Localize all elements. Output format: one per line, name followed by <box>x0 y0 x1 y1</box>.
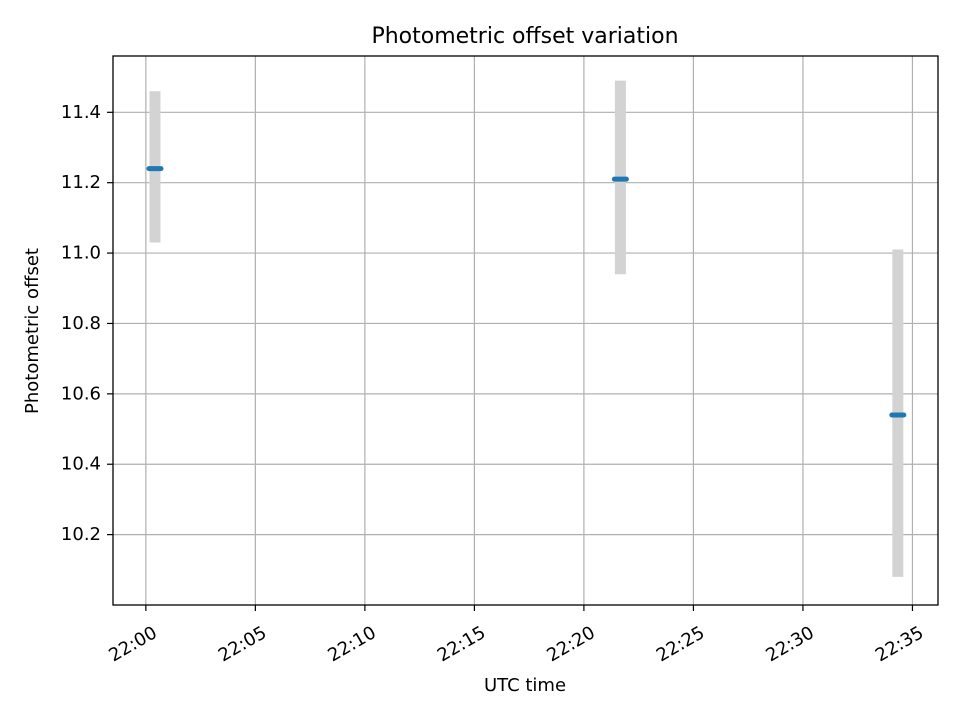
y-tick-label: 10.6 <box>61 383 101 404</box>
y-tick-label: 10.8 <box>61 313 101 334</box>
y-axis-label: Photometric offset <box>22 248 43 414</box>
y-tick-label: 11.4 <box>61 102 101 123</box>
y-tick-label: 10.4 <box>61 454 101 475</box>
x-axis-label: UTC time <box>484 675 566 696</box>
y-tick-label: 10.2 <box>61 524 101 545</box>
grid <box>113 56 938 605</box>
x-tick-label: 22:00 <box>105 622 160 666</box>
x-tick-label: 22:15 <box>434 622 489 666</box>
y-tick-label: 11.2 <box>61 172 101 193</box>
x-tick-label: 22:30 <box>762 622 817 666</box>
chart-title: Photometric offset variation <box>371 24 678 49</box>
data-points <box>146 166 907 418</box>
x-tick-label: 22:25 <box>653 622 708 666</box>
error-bars <box>149 80 904 577</box>
x-tick-label: 22:20 <box>543 622 598 666</box>
x-tick-label: 22:35 <box>872 622 927 666</box>
y-tick-label: 11.0 <box>61 243 101 264</box>
x-tick-label: 22:05 <box>215 622 270 666</box>
x-tick-label: 22:10 <box>324 622 379 666</box>
y-axis-ticks: 10.2 10.4 10.6 10.8 11.0 11.2 11.4 <box>61 102 113 545</box>
x-axis-ticks: 22:00 22:05 22:10 22:15 22:20 22:25 22:30 22:35 <box>105 605 927 666</box>
plot-frame <box>112 55 939 606</box>
